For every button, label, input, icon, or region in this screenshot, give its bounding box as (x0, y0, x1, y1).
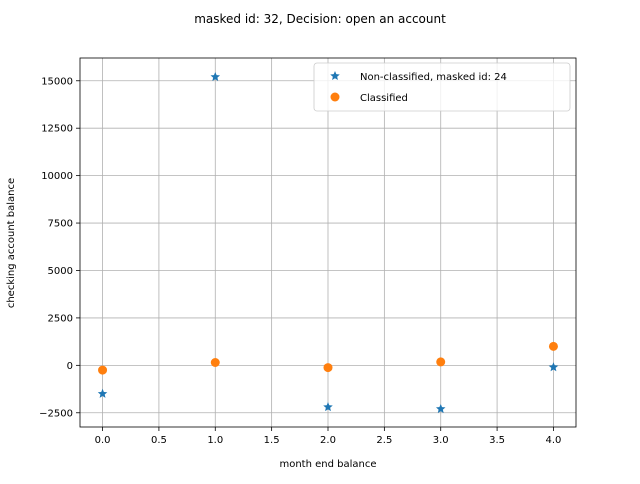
x-axis-label: month end balance (279, 459, 376, 470)
y-tick-label: −2500 (39, 408, 73, 419)
x-tick-label: 0.5 (151, 435, 167, 446)
star-point (548, 362, 559, 372)
x-tick-label: 4.0 (546, 435, 562, 446)
x-tick-label: 1.5 (264, 435, 280, 446)
legend-marker (330, 71, 340, 81)
star-point (97, 388, 108, 398)
legend-entry-label: Classified (360, 93, 408, 104)
y-tick-label: 15000 (41, 76, 73, 87)
y-tick-label: 10000 (41, 171, 73, 182)
legend-entry-label: Non-classified, masked id: 24 (360, 72, 507, 83)
axes: 0.0 0.5 1.0 1.5 2.0 2.5 3.0 3.5 4.0 −2500 0 2500 500… (39, 57, 577, 446)
star-point (435, 403, 446, 414)
circle-point (323, 363, 333, 373)
y-axis-label: checking account balance (6, 178, 17, 308)
star-point (210, 71, 221, 82)
x-tick-label: 3.0 (433, 435, 449, 446)
circle-point (548, 341, 558, 351)
y-tick-label: 0 (67, 361, 73, 372)
y-tick-label: 12500 (41, 124, 73, 135)
chart-title: masked id: 32, Decision: open an account (194, 12, 446, 26)
legend-box (313, 62, 571, 112)
legend: Non-classified, masked id: 24 Classified (313, 62, 571, 112)
circle-point (436, 357, 446, 367)
x-tick-label: 2.0 (320, 435, 336, 446)
star-point (323, 402, 333, 412)
x-tick-label: 0.0 (95, 435, 111, 446)
x-tick-label: 2.5 (376, 435, 392, 446)
x-tick-label: 3.5 (489, 435, 505, 446)
circle-point (98, 365, 108, 375)
y-tick-label: 2500 (48, 313, 73, 324)
data-points (97, 71, 559, 414)
x-tick-label: 1.0 (207, 435, 223, 446)
y-tick-label: 7500 (48, 219, 73, 230)
circle-point (210, 357, 220, 367)
legend-marker (330, 92, 340, 102)
y-tick-label: 5000 (48, 266, 73, 277)
